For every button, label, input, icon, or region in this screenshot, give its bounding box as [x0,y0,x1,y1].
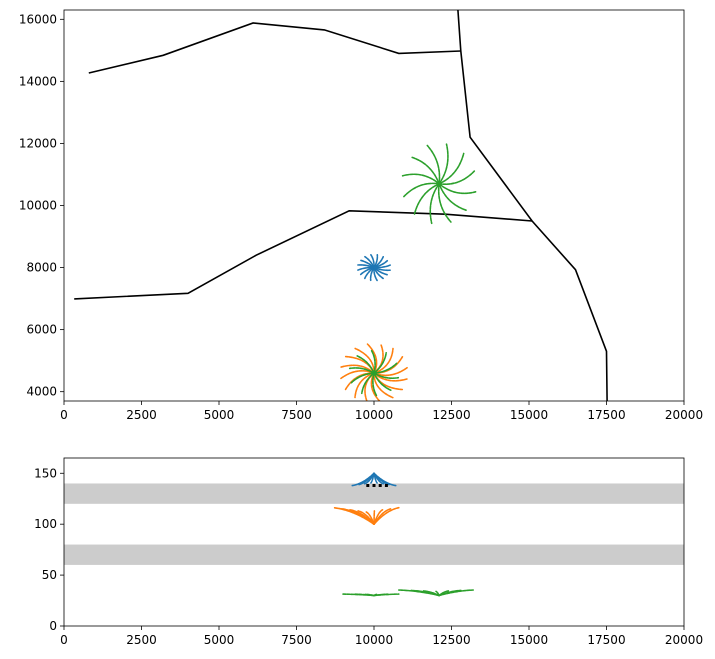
trajectory-line [373,352,387,374]
y-tick-label: 10000 [19,199,57,213]
plot-area [74,10,608,401]
x-tick-label: 12500 [432,408,470,422]
x-tick-label: 5000 [204,633,235,647]
marker-point [372,483,376,487]
trajectory-line [354,372,375,399]
lane-band [64,544,684,565]
trajectory-line [373,506,400,525]
trajectory-line [438,152,465,185]
x-tick-label: 7500 [281,633,312,647]
trajectory-line [361,372,375,395]
trajectory-line [401,173,440,185]
trajectory-line [373,264,391,269]
x-tick-label: 15000 [510,633,548,647]
trajectory-line [370,349,376,374]
x-tick-label: 10000 [355,408,393,422]
x-tick-label: 10000 [355,633,393,647]
y-tick-label: 6000 [26,323,57,337]
y-tick-label: 8000 [26,261,57,275]
trajectory-line [350,372,375,384]
trajectory-line [438,183,468,212]
trajectory-line [422,590,440,597]
trajectory-line [403,182,440,198]
trajectory-line [348,367,375,374]
bottom-plot: 0 2500 5000 7500 10000 12500 15000 17500 20000 0 5… [34,457,703,647]
x-tick-label: 15000 [510,408,548,422]
trajectory-line [373,362,398,374]
trajectory-line [356,355,375,374]
trajectory-line [413,183,440,215]
trajectory-line [438,183,477,195]
boundary-line [457,10,608,401]
x-tick-label: 20000 [665,408,703,422]
x-tick-label: 17500 [587,408,625,422]
plot-area [64,472,684,597]
trajectory-line [426,144,441,185]
y-tick-label: 100 [34,517,57,531]
x-tick-label: 20000 [665,633,703,647]
boundary-line [74,209,533,300]
marker-point [366,483,370,487]
top-plot: 0 2500 5000 7500 10000 12500 15000 17500 20000 40… [19,9,703,422]
trajectory-line [373,372,400,379]
trajectory-line [437,183,452,223]
trajectory-line [438,143,449,185]
x-tick-label: 7500 [281,408,312,422]
trajectory-line [429,183,440,225]
x-tick-label: 2500 [126,408,157,422]
y-tick-label: 4000 [26,385,57,399]
y-tick-label: 0 [49,619,57,633]
trajectory-line [373,347,394,374]
x-tick-label: 2500 [126,633,157,647]
marker-point [378,483,382,487]
trajectory-line [373,472,397,487]
boundary-line [88,22,461,74]
x-tick-label: 17500 [587,633,625,647]
trajectory-line [373,372,392,391]
y-tick-label: 12000 [19,136,57,150]
trajectory-line [410,156,440,185]
trajectory-line [438,589,474,597]
trajectory-line [373,593,400,597]
trajectory-line [438,170,476,186]
marker-point [384,483,388,487]
axes-frame [63,9,685,402]
y-tick-label: 16000 [19,12,57,26]
y-tick-label: 14000 [19,74,57,88]
x-tick-label: 12500 [432,633,470,647]
x-tick-label: 0 [60,408,68,422]
y-tick-label: 150 [34,466,57,480]
axes-frame [63,457,685,627]
x-tick-label: 0 [60,633,68,647]
lane-band [64,483,684,504]
y-tick-label: 50 [42,568,57,582]
trajectory-line [372,372,378,397]
x-tick-label: 5000 [204,408,235,422]
